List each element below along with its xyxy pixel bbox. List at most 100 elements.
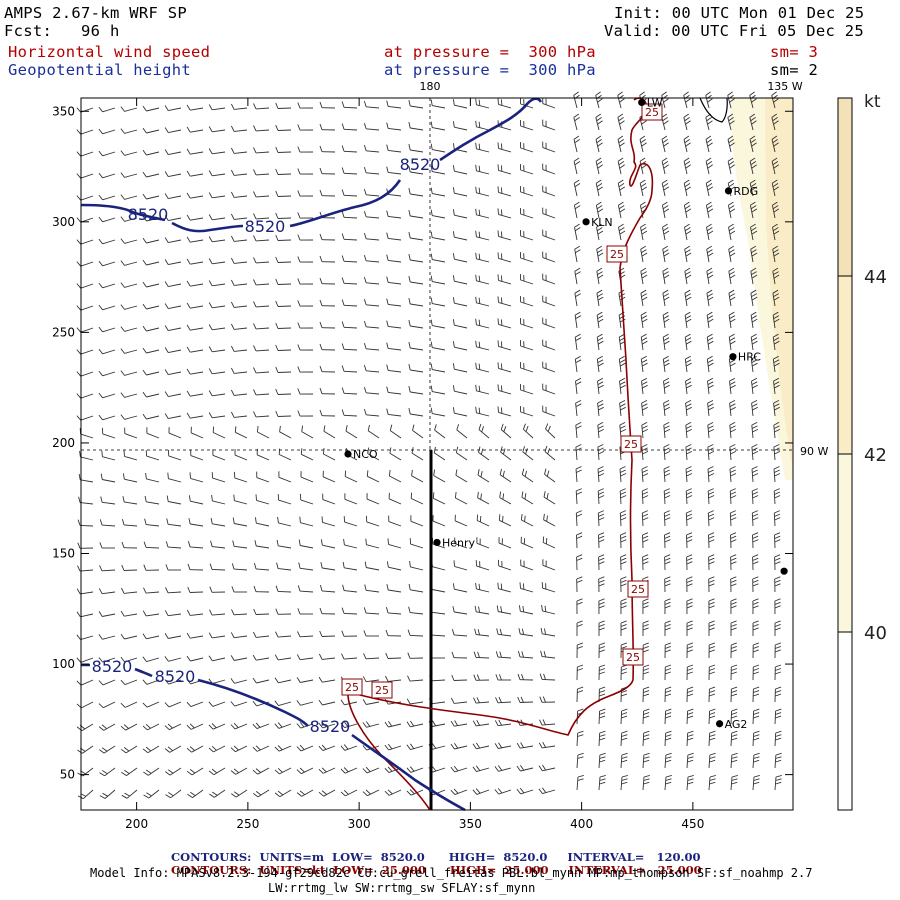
wind-barb-flag	[252, 631, 257, 638]
wind-barb	[410, 413, 424, 417]
wind-barb-flag	[540, 650, 547, 658]
wind-barb	[168, 305, 182, 310]
wind-barb-flag	[595, 179, 604, 191]
footer-contours-label-2: CONTOURS:	[171, 863, 252, 877]
wind-barb-flag	[772, 333, 780, 345]
wind-barb-flag	[453, 560, 455, 567]
wind-barb-flag	[752, 488, 759, 499]
wind-barb-flag	[120, 194, 125, 200]
wind-barb	[80, 679, 94, 686]
wind-barb-flag	[208, 701, 214, 707]
wind-barb-flag	[98, 260, 103, 267]
wind-barb-flag	[749, 135, 757, 147]
pressure-level-1: at pressure = 300 hPa	[384, 43, 596, 61]
wind-barb-flag	[120, 724, 129, 731]
wind-barb-flag	[253, 103, 257, 110]
wind-barb-flag	[499, 468, 505, 477]
wind-barb-flag	[386, 584, 389, 591]
wind-barb-flag	[494, 765, 503, 772]
wind-barb	[80, 151, 94, 157]
wind-barb	[169, 767, 182, 776]
wind-barb-flag	[363, 653, 367, 659]
wind-contour-label: 25	[645, 106, 659, 119]
wind-barb	[455, 474, 468, 483]
wind-barb-flag	[77, 542, 81, 549]
wind-barb	[300, 745, 314, 752]
wind-barb	[102, 239, 116, 245]
wind-barb-flag	[543, 491, 549, 499]
wind-barb-flag	[208, 236, 213, 243]
wind-barb-flag	[341, 211, 345, 218]
wind-barb	[234, 371, 248, 374]
wind-barb-flag	[430, 341, 433, 348]
wind-barb	[256, 499, 270, 505]
wind-barb	[123, 524, 138, 527]
wind-barb	[751, 446, 754, 461]
wind-barb	[191, 745, 204, 753]
wind-barb	[432, 566, 446, 571]
wind-barb-flag	[120, 610, 125, 617]
wind-barb	[212, 723, 226, 730]
wind-barb-flag	[341, 343, 345, 350]
wind-barb	[542, 235, 556, 241]
wind-barb	[170, 789, 182, 799]
wind-barb-flag	[576, 554, 583, 561]
wind-barb-flag	[451, 651, 455, 658]
wind-barb-flag	[661, 157, 669, 169]
wind-barb-flag	[495, 696, 502, 703]
wind-barb-flag	[452, 253, 455, 260]
wind-barb-flag	[208, 723, 217, 730]
wind-barb-flag	[230, 169, 235, 176]
wind-barb-flag	[231, 791, 240, 798]
wind-barb	[104, 789, 116, 799]
wind-barb	[301, 789, 314, 797]
y-tick-label: 50	[60, 768, 75, 782]
wind-barb-flag	[475, 142, 481, 150]
wind-barb	[123, 569, 138, 571]
wind-barb	[751, 490, 754, 505]
wind-barb	[213, 745, 226, 753]
wind-barb-flag	[751, 466, 759, 477]
wind-barb-flag	[519, 207, 525, 216]
wind-barb	[80, 239, 94, 245]
wind-barb	[410, 325, 424, 329]
wind-barb	[235, 431, 248, 439]
wind-barb	[662, 293, 666, 307]
wind-barb	[388, 127, 402, 131]
wind-barb-flag	[497, 340, 503, 348]
wind-barb	[124, 371, 138, 376]
wind-barb-flag	[598, 576, 605, 587]
wind-barb	[125, 745, 138, 754]
wind-barb	[212, 371, 226, 375]
wind-barb	[167, 546, 182, 549]
wind-barb-flag	[120, 282, 125, 288]
wind-barb	[708, 710, 711, 725]
wind-barb-flag	[189, 472, 191, 479]
wind-label-box	[627, 580, 649, 598]
wind-barb-flag	[186, 148, 191, 155]
wind-barb	[663, 468, 666, 483]
wind-barb-flag	[519, 295, 525, 304]
wind-barb-flag	[340, 789, 349, 797]
wind-barb	[146, 349, 160, 354]
wind-barb	[124, 657, 138, 663]
wind-barb-flag	[274, 677, 279, 684]
wind-barb	[773, 490, 776, 505]
wind-barb	[388, 543, 402, 549]
wind-barb	[410, 543, 424, 549]
wind-barb	[212, 657, 226, 662]
wind-barb	[520, 235, 534, 241]
wind-barb	[366, 701, 380, 705]
wind-barb	[388, 215, 402, 219]
wind-barb	[80, 195, 94, 201]
wind-barb	[168, 635, 182, 639]
wind-barb-flag	[706, 289, 714, 301]
wind-barb	[388, 303, 402, 307]
wind-barb-flag	[297, 388, 301, 395]
wind-barb-flag	[662, 201, 670, 213]
wind-barb	[498, 633, 512, 637]
wind-barb-flag	[642, 554, 649, 565]
wind-barb-flag	[455, 446, 459, 453]
wind-barb-flag	[452, 275, 455, 282]
